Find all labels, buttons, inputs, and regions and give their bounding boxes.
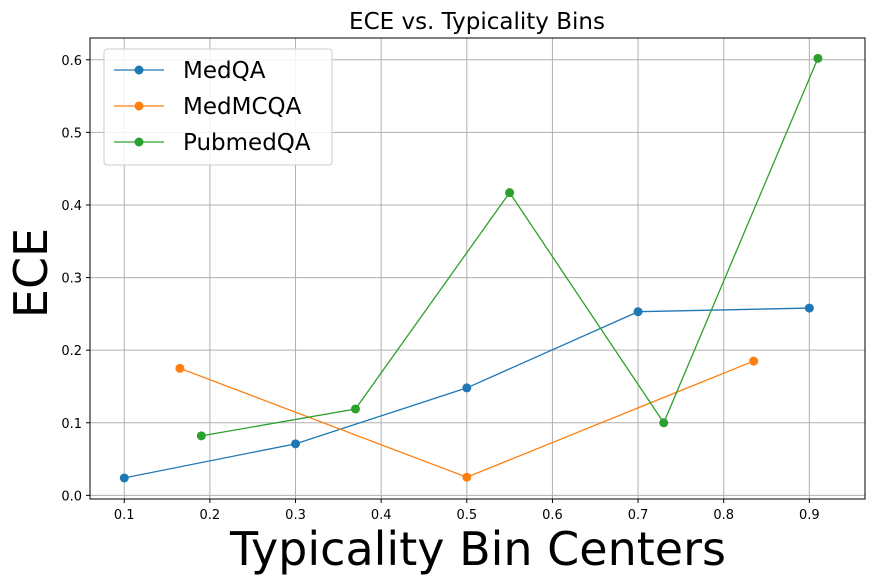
x-tick-label: 0.9 [799,508,820,523]
y-tick-label: 0.5 [61,126,82,141]
pubmedqa-legend-marker [134,137,144,147]
series-layer [119,53,823,483]
pubmedqa-data-point [659,418,669,428]
x-tick-label: 0.8 [713,508,734,523]
medqa-legend-marker [134,65,144,75]
plot-area-frame [89,37,866,500]
legend-box [103,48,333,166]
medmcqa-data-point [749,356,759,366]
medqa-data-point [291,439,301,449]
x-tick-label: 0.4 [371,508,392,523]
medqa-data-point [633,307,643,317]
x-tick-label: 0.2 [200,508,221,523]
axis-ticks: 0.1 0.2 0.3 0.4 0.5 0.6 0.7 0.8 0.9 0.0 0.1 0.2 0.3 0… [61,54,819,523]
medqa-data-point [462,383,472,393]
y-tick-label: 0.4 [61,199,82,214]
pubmedqa-data-point [350,404,360,414]
medmcqa-legend-marker [134,101,144,111]
medmcqa-data-point [462,472,472,482]
y-tick-label: 0.2 [61,344,82,359]
medqa-data-point [119,473,129,483]
x-tick-label: 0.3 [285,508,306,523]
y-tick-label: 0.3 [61,272,82,287]
x-tick-label: 0.7 [628,508,649,523]
medmcqa-data-point [175,363,185,373]
y-tick-label: 0.6 [61,54,82,69]
medmcqa-legend-label: MedMCQA [183,94,302,120]
pubmedqa-data-point [505,188,515,198]
medqa-legend-label: MedQA [183,58,266,84]
x-tick-label: 0.1 [114,508,135,523]
grid-lines [90,38,865,499]
pubmedqa-legend-label: PubmedQA [183,130,311,156]
y-axis-label: ECE [4,228,58,318]
pubmedqa-data-point [196,431,206,441]
chart-title: ECE vs. Typicality Bins [349,9,605,35]
x-tick-label: 0.6 [542,508,563,523]
pubmedqa-data-point [813,53,823,63]
legend: MedQA MedMCQA PubmedQA [103,48,333,166]
x-axis-label: Typicality Bin Centers [229,522,726,576]
y-tick-label: 0.1 [61,417,82,432]
medqa-data-point [804,303,814,313]
y-tick-label: 0.0 [61,489,82,504]
x-tick-label: 0.5 [456,508,477,523]
